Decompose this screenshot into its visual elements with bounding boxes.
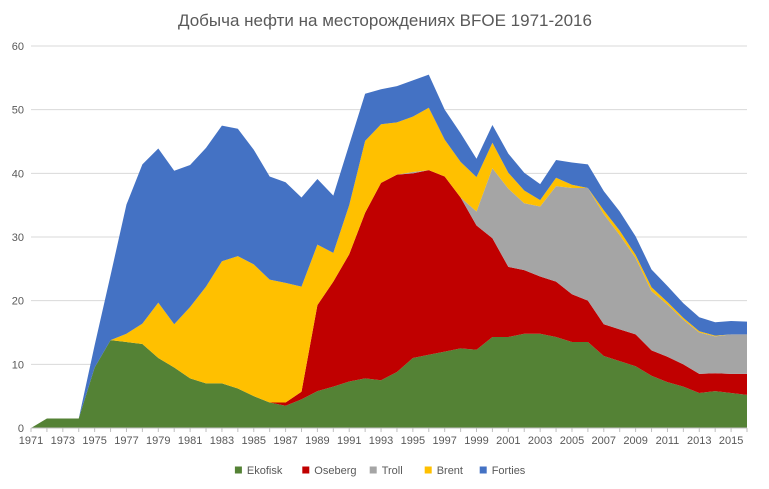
y-tick-label: 0	[18, 423, 24, 435]
x-tick-label: 1973	[51, 435, 75, 447]
x-tick-label: 2007	[592, 435, 616, 447]
legend-swatch	[234, 466, 242, 474]
area-brent	[31, 107, 747, 428]
y-tick-label: 60	[12, 41, 24, 53]
y-tick-label: 10	[12, 359, 24, 371]
legend-swatch	[479, 466, 487, 474]
legend-label: Oseberg	[314, 465, 356, 477]
x-tick-label: 1975	[82, 435, 106, 447]
chart-title: Добыча нефти на месторождениях BFOE 1971…	[178, 11, 592, 30]
legend-label: Troll	[382, 465, 403, 477]
x-tick-label: 2003	[528, 435, 552, 447]
axes: 0 10 20 30 40 50 60 1971 1973 1975 1977 1979 1981 198…	[12, 41, 748, 447]
y-tick-label: 20	[12, 296, 24, 308]
x-tick-label: 1991	[337, 435, 361, 447]
x-tick-label: 2001	[496, 435, 520, 447]
area-troll	[31, 168, 747, 429]
legend-swatch	[302, 466, 310, 474]
y-tick-label: 30	[12, 232, 24, 244]
area-oseberg	[31, 170, 747, 428]
y-tick-label: 40	[12, 168, 24, 180]
x-tick-label: 2013	[687, 435, 711, 447]
legend-item-ekofisk: Ekofisk	[234, 465, 283, 477]
x-tick-label: 1987	[273, 435, 297, 447]
legend-label: Forties	[492, 465, 526, 477]
x-tick-label: 2009	[623, 435, 647, 447]
legend-item-brent: Brent	[424, 465, 463, 477]
legend-swatch	[424, 466, 432, 474]
legend-item-forties: Forties	[479, 465, 526, 477]
legend: Ekofisk Oseberg Troll Brent Forties	[234, 465, 526, 477]
x-tick-label: 1999	[464, 435, 488, 447]
legend-item-oseberg: Oseberg	[302, 465, 357, 477]
legend-item-troll: Troll	[369, 465, 403, 477]
legend-swatch	[369, 466, 377, 474]
x-tick-label: 1997	[432, 435, 456, 447]
x-tick-label: 2011	[656, 435, 680, 447]
x-tick-label: 1983	[210, 435, 234, 447]
x-tick-label: 1977	[114, 435, 138, 447]
x-tick-label: 1971	[19, 435, 43, 447]
x-tick-label: 2015	[719, 435, 743, 447]
x-tick-label: 1995	[401, 435, 425, 447]
x-tick-label: 1981	[178, 435, 202, 447]
legend-label: Brent	[437, 465, 463, 477]
area-forties	[31, 74, 747, 429]
x-tick-label: 1985	[242, 435, 266, 447]
x-tick-label: 1989	[305, 435, 329, 447]
x-tick-label: 1979	[146, 435, 170, 447]
y-tick-label: 50	[12, 105, 24, 117]
area-ekofisk	[31, 333, 747, 428]
x-tick-label: 2005	[560, 435, 584, 447]
x-tick-label: 1993	[369, 435, 393, 447]
series-areas	[31, 74, 747, 429]
legend-label: Ekofisk	[247, 465, 283, 477]
